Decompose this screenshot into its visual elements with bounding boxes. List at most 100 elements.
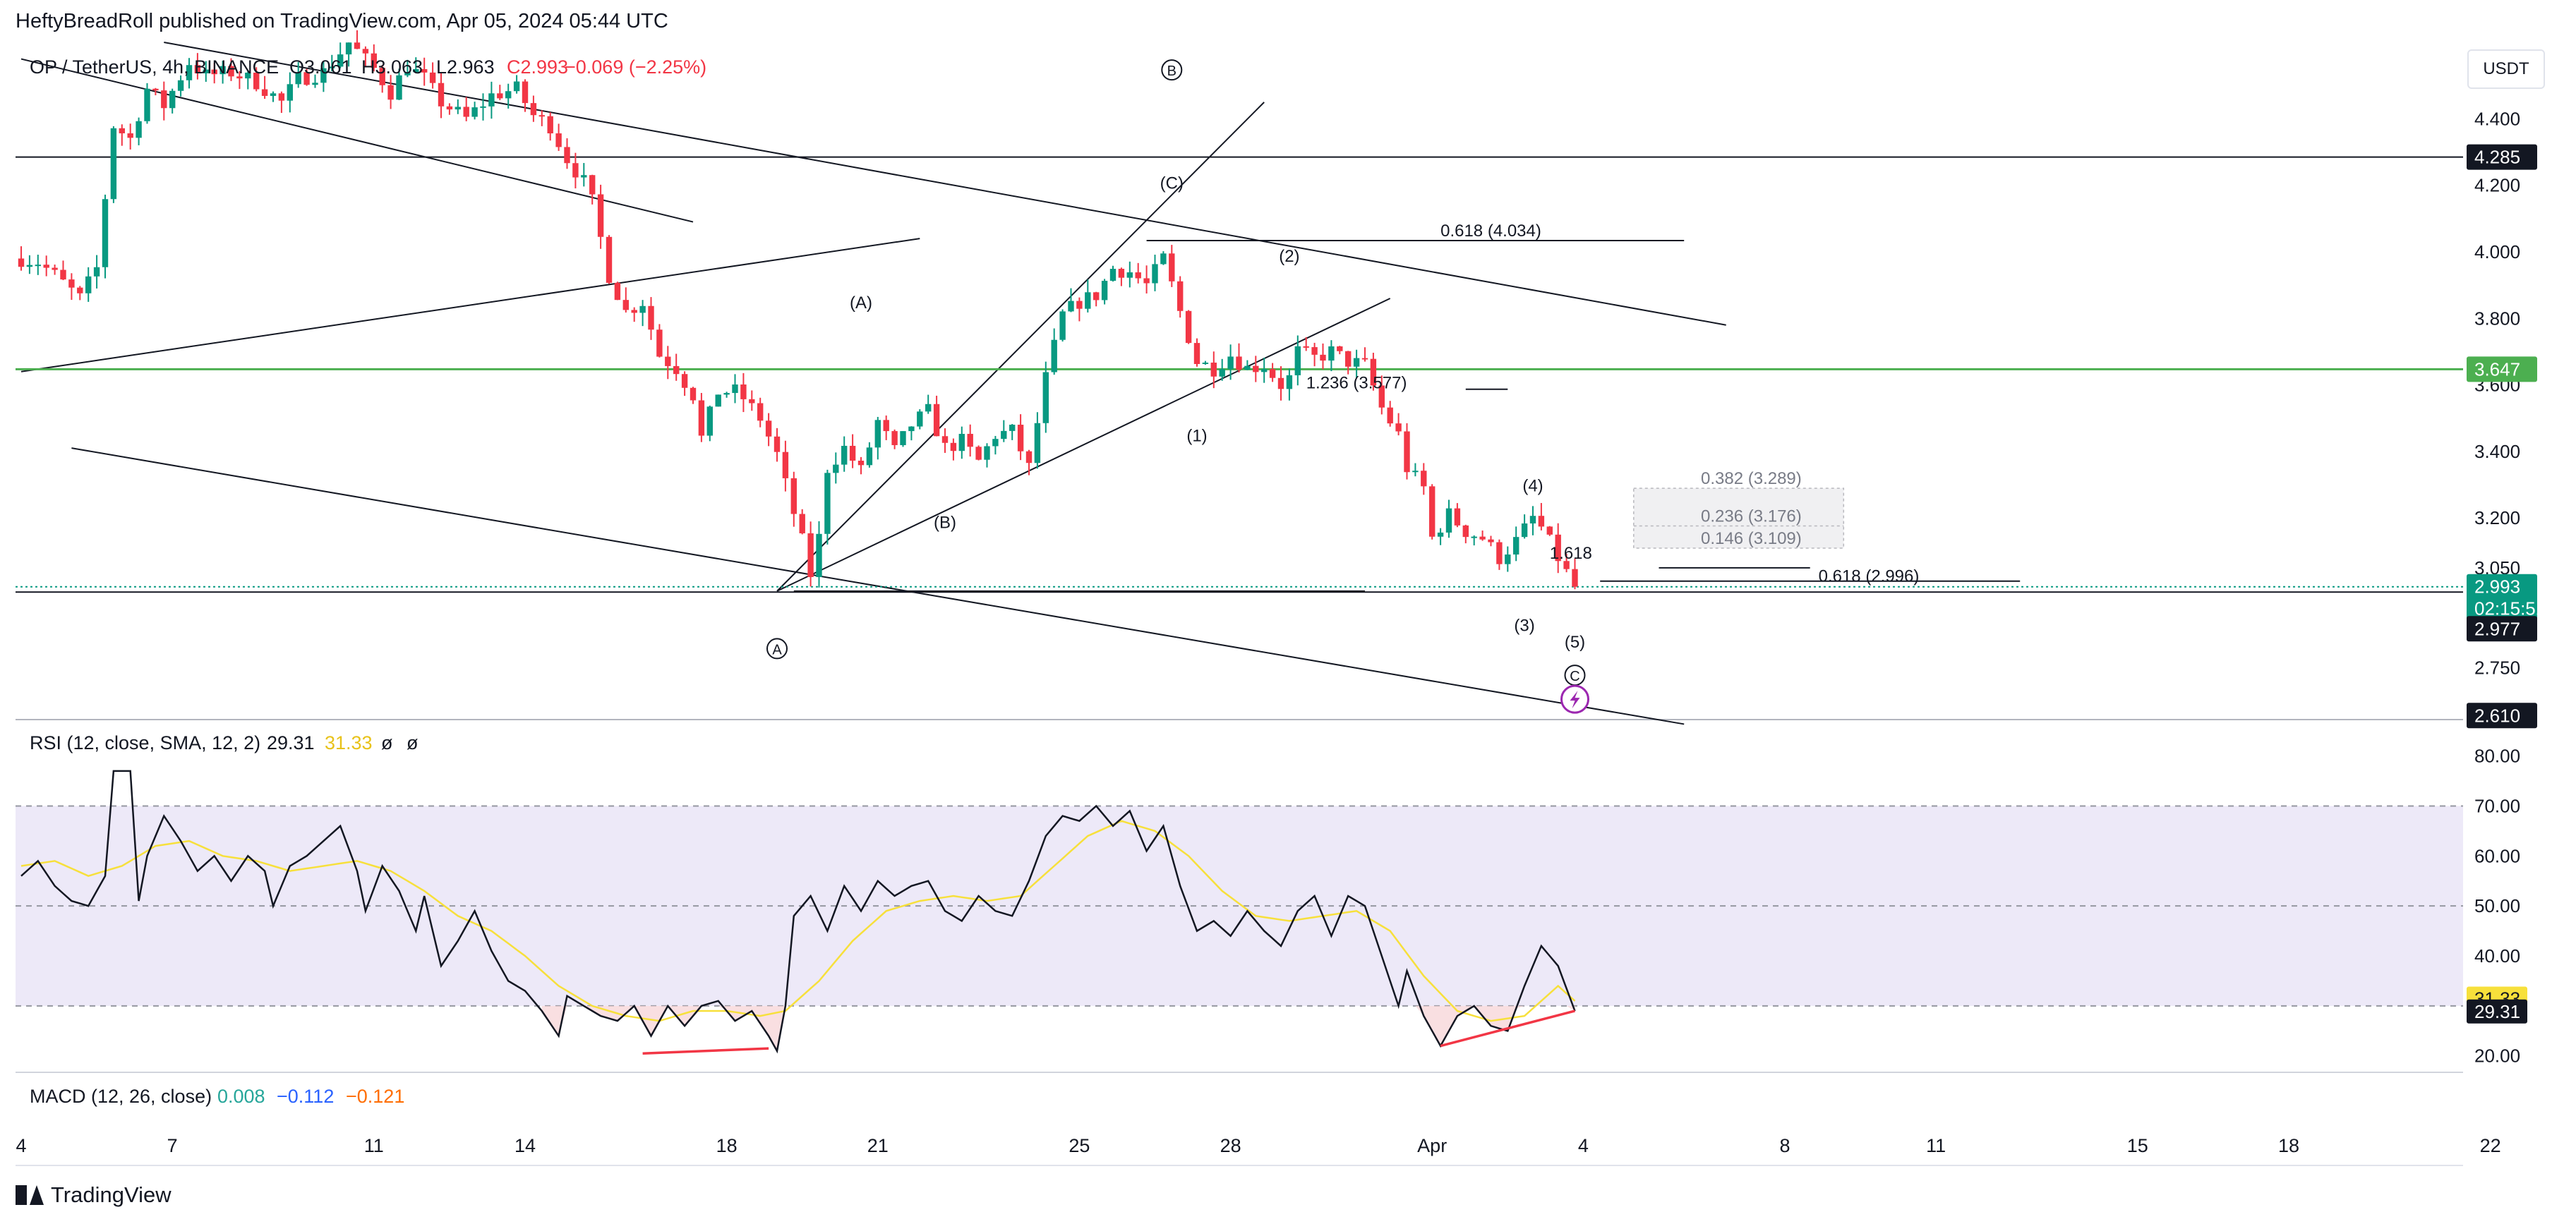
candle-body-up[interactable] — [639, 305, 646, 313]
candle-body-up[interactable] — [1437, 532, 1444, 537]
candle-body-down[interactable] — [1538, 516, 1545, 527]
candle-body-up[interactable] — [917, 411, 923, 427]
candle-body-up[interactable] — [110, 128, 117, 200]
trend-line[interactable] — [20, 238, 920, 372]
candle-body-up[interactable] — [513, 81, 520, 92]
candle-body-down[interactable] — [681, 374, 688, 388]
candle-body-down[interactable] — [1135, 272, 1141, 279]
candle-body-up[interactable] — [396, 75, 402, 100]
candle-body-up[interactable] — [1505, 555, 1511, 564]
candle-body-down[interactable] — [975, 447, 982, 460]
candle-body-up[interactable] — [1051, 339, 1057, 372]
candle-body-down[interactable] — [253, 72, 260, 90]
candle-body-up[interactable] — [715, 394, 721, 407]
candle-body-up[interactable] — [1101, 281, 1108, 301]
candle-body-up[interactable] — [312, 83, 318, 85]
candle-body-up[interactable] — [295, 72, 301, 85]
candle-body-down[interactable] — [799, 514, 805, 533]
candle-body-down[interactable] — [1311, 347, 1318, 355]
candle-body-down[interactable] — [1143, 278, 1150, 284]
candle-body-down[interactable] — [589, 175, 596, 195]
candle-body-down[interactable] — [555, 133, 562, 147]
candle-body-down[interactable] — [774, 436, 781, 452]
candle-body-up[interactable] — [1261, 369, 1268, 372]
candle-body-down[interactable] — [127, 133, 133, 138]
candle-body-down[interactable] — [303, 72, 310, 85]
candle-body-up[interactable] — [287, 84, 293, 101]
symbol-title[interactable]: OP / TetherUS, 4h, BINANCE — [30, 56, 279, 78]
candle-body-up[interactable] — [1126, 272, 1133, 278]
candle-body-up[interactable] — [471, 107, 478, 117]
candle-body-down[interactable] — [1337, 346, 1343, 351]
trend-line[interactable] — [20, 58, 694, 223]
candle-body-down[interactable] — [354, 42, 361, 49]
candle-body-down[interactable] — [1345, 351, 1352, 367]
candle-body-down[interactable] — [446, 106, 453, 110]
candle-body-up[interactable] — [1513, 537, 1519, 555]
candle-body-down[interactable] — [631, 310, 637, 313]
candle-body-down[interactable] — [690, 387, 697, 401]
candle-body-up[interactable] — [488, 93, 495, 107]
candle-body-down[interactable] — [278, 93, 285, 101]
candle-body-up[interactable] — [816, 533, 822, 577]
candle-body-down[interactable] — [1361, 358, 1368, 360]
candle-body-down[interactable] — [782, 452, 789, 478]
candle-body-down[interactable] — [673, 365, 680, 375]
candle-body-down[interactable] — [656, 329, 663, 357]
candle-body-down[interactable] — [438, 83, 445, 107]
candle-body-up[interactable] — [1059, 311, 1066, 340]
candle-body-down[interactable] — [211, 69, 217, 75]
candle-body-up[interactable] — [404, 72, 411, 75]
candle-body-up[interactable] — [455, 107, 461, 110]
candle-body-up[interactable] — [144, 88, 150, 121]
candle-body-down[interactable] — [538, 115, 545, 117]
candle-body-down[interactable] — [522, 81, 529, 104]
currency-button[interactable]: USDT — [2467, 49, 2545, 89]
trend-line[interactable] — [776, 298, 1391, 592]
rsi-ma-line[interactable] — [20, 820, 1576, 1022]
candle-body-down[interactable] — [883, 420, 889, 432]
candle-body-down[interactable] — [1177, 281, 1184, 311]
candle-body-down[interactable] — [933, 404, 940, 437]
candle-body-down[interactable] — [1093, 292, 1100, 301]
candle-body-up[interactable] — [505, 91, 512, 99]
candle-body-down[interactable] — [597, 194, 604, 237]
candle-body-up[interactable] — [841, 445, 848, 465]
candle-body-up[interactable] — [1328, 346, 1335, 361]
candle-body-down[interactable] — [757, 403, 764, 421]
candle-body-up[interactable] — [1152, 264, 1158, 284]
candle-body-down[interactable] — [261, 89, 268, 96]
candle-body-down[interactable] — [1303, 346, 1309, 348]
candle-body-up[interactable] — [337, 54, 344, 67]
candle-body-down[interactable] — [1563, 561, 1570, 569]
candle-body-down[interactable] — [18, 258, 25, 267]
candle-body-down[interactable] — [429, 72, 436, 83]
candle-body-up[interactable] — [136, 121, 142, 138]
trend-line[interactable] — [71, 447, 1685, 725]
candle-body-up[interactable] — [102, 199, 109, 267]
candle-body-down[interactable] — [1169, 253, 1175, 281]
candle-body-down[interactable] — [1454, 508, 1461, 526]
candle-body-up[interactable] — [1001, 430, 1007, 440]
candle-body-down[interactable] — [622, 300, 629, 310]
candle-body-down[interactable] — [387, 85, 394, 100]
candle-body-down[interactable] — [52, 267, 58, 270]
candle-body-down[interactable] — [1429, 486, 1436, 537]
candle-body-down[interactable] — [807, 533, 814, 577]
candle-body-up[interactable] — [723, 393, 730, 395]
candle-body-down[interactable] — [765, 420, 772, 437]
rsi-title[interactable]: RSI (12, close, SMA, 12, 2) — [30, 732, 260, 753]
candle-body-down[interactable] — [421, 69, 428, 73]
candle-body-up[interactable] — [203, 69, 209, 74]
candle-body-down[interactable] — [1555, 534, 1561, 562]
candle-body-down[interactable] — [665, 356, 671, 366]
candle-body-up[interactable] — [1286, 375, 1293, 389]
candle-body-up[interactable] — [186, 65, 193, 80]
candle-body-up[interactable] — [329, 66, 335, 68]
candle-body-down[interactable] — [1076, 301, 1083, 309]
candle-body-down[interactable] — [749, 399, 755, 404]
candle-body-up[interactable] — [1109, 269, 1117, 281]
rsi-line[interactable] — [20, 770, 1576, 1054]
candle-body-down[interactable] — [1236, 356, 1242, 370]
